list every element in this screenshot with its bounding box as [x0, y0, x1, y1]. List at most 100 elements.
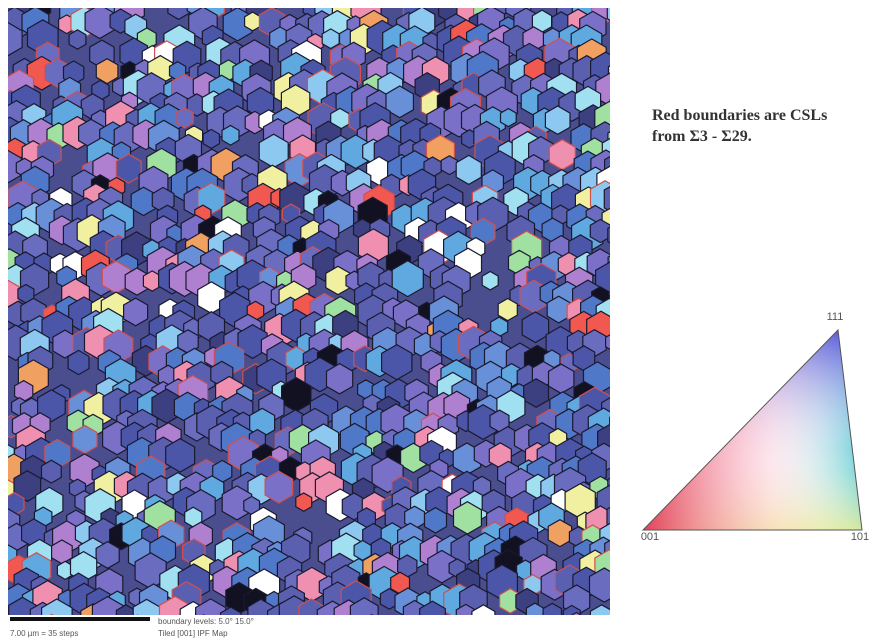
grain	[472, 605, 495, 632]
grain	[357, 615, 386, 642]
grain	[481, 618, 508, 642]
grain	[665, 394, 690, 423]
grain	[640, 24, 665, 53]
grain	[612, 292, 642, 327]
grain	[642, 251, 669, 282]
grain	[615, 391, 645, 426]
grain	[662, 550, 692, 585]
scale-bar	[10, 617, 150, 621]
map-title: Tiled [001] IPF Map	[158, 629, 228, 638]
grain	[668, 366, 689, 391]
grain	[624, 472, 652, 505]
grain	[615, 421, 643, 453]
grain	[659, 218, 687, 250]
grain	[222, 126, 239, 146]
grain	[498, 299, 517, 321]
grain	[512, 616, 537, 642]
boundary-levels: boundary levels: 5.0° 15.0°	[158, 617, 254, 626]
grain	[656, 438, 687, 474]
grain	[614, 316, 632, 336]
grain	[654, 400, 673, 422]
grain	[632, 266, 655, 293]
grain	[627, 375, 653, 405]
grain	[662, 541, 684, 566]
grain	[583, 618, 607, 642]
grain	[651, 238, 670, 260]
grain	[615, 105, 641, 135]
grain	[311, 619, 336, 642]
ipf-map	[0, 0, 696, 642]
grain	[659, 183, 688, 217]
grain	[614, 330, 638, 357]
grain	[342, 618, 372, 642]
grain	[666, 422, 696, 456]
grain	[608, 222, 631, 248]
grain	[616, 134, 643, 166]
grain	[527, 616, 555, 642]
grain	[664, 327, 689, 356]
grain	[637, 494, 657, 518]
grain	[618, 458, 639, 482]
grain	[662, 292, 691, 326]
grain	[622, 52, 652, 87]
grain	[614, 8, 645, 44]
grain	[623, 85, 652, 118]
grain	[615, 73, 643, 105]
grain	[637, 175, 654, 194]
grain	[379, 616, 408, 642]
grain	[52, 540, 73, 564]
grain	[610, 92, 635, 121]
grain	[96, 59, 118, 84]
grain	[665, 9, 694, 42]
grain	[631, 200, 656, 229]
grain	[526, 603, 543, 623]
scale-bar-label: 7.00 µm = 35 steps	[10, 629, 78, 638]
grain	[631, 552, 654, 579]
grain	[636, 590, 657, 614]
grain	[563, 605, 580, 625]
grain	[656, 173, 673, 193]
grain	[620, 181, 651, 217]
grain	[657, 0, 681, 21]
grain	[615, 199, 644, 233]
grain	[647, 428, 672, 457]
caption-line: Red boundaries are CSLs	[652, 107, 827, 124]
grain	[501, 109, 517, 127]
caption-line: from Σ3 - Σ29.	[652, 128, 752, 145]
grain	[615, 582, 642, 613]
grain	[608, 127, 628, 150]
grain	[613, 165, 644, 201]
grain	[651, 12, 677, 41]
grain	[645, 414, 663, 435]
grain	[663, 229, 693, 264]
grain	[332, 623, 349, 642]
grain	[659, 248, 684, 277]
grain	[640, 0, 670, 25]
grain	[425, 508, 447, 533]
triangle-outline	[643, 330, 862, 530]
grain	[631, 12, 657, 42]
grain	[648, 453, 679, 488]
grain	[667, 262, 695, 295]
grain	[642, 311, 673, 347]
grain	[649, 362, 676, 394]
grain	[203, 129, 219, 148]
grain	[630, 412, 650, 435]
grain	[561, 613, 591, 642]
grain	[648, 264, 677, 297]
grain	[669, 458, 693, 485]
grain	[456, 604, 475, 626]
grain	[649, 298, 674, 327]
grain	[608, 59, 636, 91]
grain	[666, 170, 687, 195]
grain	[644, 280, 668, 307]
grain	[293, 616, 323, 642]
grain	[460, 620, 486, 642]
grain	[627, 0, 651, 22]
grain	[650, 41, 675, 70]
grain	[618, 363, 635, 383]
grain	[590, 605, 612, 631]
grain	[69, 30, 86, 49]
grain	[610, 410, 636, 440]
legend-label: 001	[641, 531, 659, 543]
